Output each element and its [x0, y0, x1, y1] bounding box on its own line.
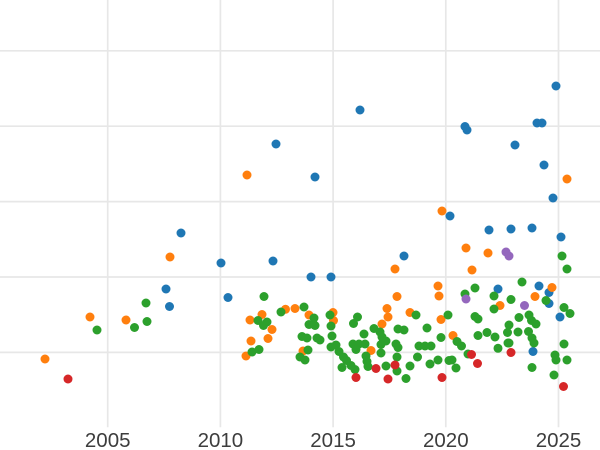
- svg-text:2005: 2005: [85, 429, 131, 450]
- svg-text:2010: 2010: [198, 429, 244, 450]
- svg-text:2020: 2020: [423, 429, 469, 450]
- svg-text:2025: 2025: [536, 429, 582, 450]
- svg-text:2015: 2015: [310, 429, 356, 450]
